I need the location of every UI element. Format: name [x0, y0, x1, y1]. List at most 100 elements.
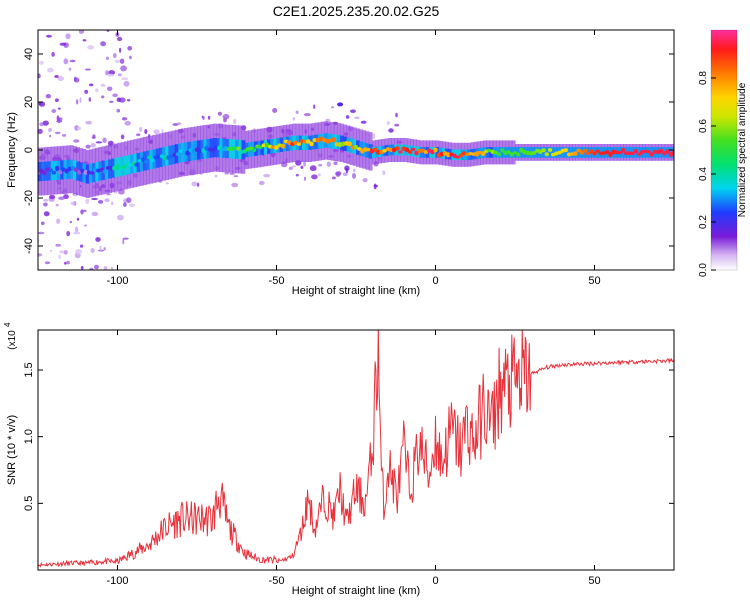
- spectrogram-noise-speckle: [136, 133, 141, 136]
- spectrogram-noise-speckle: [233, 175, 239, 178]
- spectrogram-noise-speckle: [224, 172, 229, 175]
- spectrogram-ridge-core: [646, 150, 651, 154]
- spectrogram-ridge-core: [531, 150, 537, 155]
- colorbar-tick-label: 0.2: [698, 215, 709, 229]
- spectrogram-noise-speckle: [84, 89, 89, 94]
- spectrogram-noise-speckle: [42, 120, 49, 126]
- spectrogram-noise-speckle: [66, 260, 70, 265]
- spectrogram-ridge-core: [633, 149, 638, 154]
- spectrogram-noise-speckle: [103, 247, 106, 251]
- spectrogram-ridge-core: [306, 139, 311, 144]
- spectrogram-noise-speckle: [345, 115, 350, 119]
- spectrogram-ridge-core: [357, 147, 362, 151]
- spectrogram-noise-speckle: [54, 75, 59, 78]
- spectrogram-ridge-core: [455, 155, 460, 159]
- spectrogram-ridge-core: [156, 154, 161, 160]
- spectrogram-noise-speckle: [73, 231, 81, 235]
- spectrogram-ridge-core: [582, 148, 588, 153]
- spectrogram-noise-speckle: [388, 128, 394, 133]
- spectrogram-noise-speckle: [333, 161, 338, 165]
- spectrogram-noise-speckle: [68, 67, 72, 71]
- spectrogram-noise-speckle: [119, 47, 122, 53]
- spectrogram-ridge-core: [398, 150, 403, 154]
- spectrogram-noise-speckle: [42, 199, 49, 202]
- spectrogram-noise-speckle: [95, 237, 101, 242]
- spectrogram-x-axis-label: Height of straight line (km): [292, 285, 420, 297]
- spectrogram-ridge-core: [54, 165, 60, 172]
- spectrogram-ridge-core: [557, 150, 562, 155]
- spectrogram-ridge-core: [595, 149, 600, 153]
- spectrogram-ridge-core: [201, 148, 206, 154]
- spectrogram-noise-speckle: [395, 112, 398, 118]
- spectrogram-noise-speckle: [56, 218, 61, 224]
- spectrogram-ridge-core: [617, 151, 623, 155]
- spectrogram-noise-speckle: [107, 86, 113, 92]
- spectrogram-ridge-outer: [569, 147, 573, 158]
- spectrogram-noise-speckle: [105, 56, 109, 61]
- spectrogram-halo-cell: [674, 144, 678, 161]
- spectrogram-ridge-core: [541, 148, 546, 153]
- spectrogram-noise-speckle: [295, 110, 299, 114]
- spectrogram-noise-speckle: [120, 65, 127, 72]
- spectrogram-noise-speckle: [90, 143, 96, 148]
- snr-scale-label: (x10: [7, 330, 18, 350]
- spectrogram-noise-speckle: [49, 194, 56, 200]
- spectrogram-noise-speckle: [362, 178, 368, 183]
- spectrogram-ridge-core: [671, 150, 674, 155]
- spectrogram-ridge-outer: [44, 161, 49, 181]
- spectrogram-ridge-core: [143, 160, 149, 164]
- spectrogram-noise-speckle: [44, 261, 51, 265]
- spectrogram-ridge-core: [430, 149, 435, 155]
- spectrogram-noise-speckle: [272, 108, 278, 113]
- spectrogram-noise-speckle: [87, 45, 94, 50]
- spectrogram-ridge-outer: [209, 138, 214, 158]
- spectrogram-noise-speckle: [48, 127, 52, 133]
- spectrogram-noise-speckle: [317, 173, 321, 177]
- spectrogram-ridge-outer: [263, 139, 268, 155]
- spectrogram-noise-speckle: [59, 42, 67, 46]
- spectrogram-ridge-outer: [635, 147, 640, 158]
- spectrogram-y-tick-label: 20: [23, 96, 35, 108]
- spectrogram-noise-speckle: [95, 88, 99, 92]
- spectrogram-noise-speckle: [353, 168, 356, 172]
- spectrogram-noise-speckle: [85, 198, 90, 204]
- spectrogram-noise-speckle: [153, 129, 160, 134]
- spectrogram-noise-speckle: [59, 250, 65, 254]
- spectrogram-ridge-core: [99, 167, 104, 172]
- spectrogram-ridge-core: [147, 155, 152, 160]
- spectrogram-ridge-core: [659, 148, 664, 154]
- spectrogram-noise-speckle: [83, 209, 87, 212]
- spectrogram-noise-speckle: [217, 111, 222, 116]
- colorbar-frame: [710, 29, 738, 271]
- spectrogram-noise-speckle: [295, 173, 299, 177]
- snr-panel: -100 -50 0 50 0.5 1.0 1.5 Height of straight …: [3, 322, 675, 597]
- spectrogram-noise-speckle: [122, 238, 125, 245]
- spectrogram-noise-speckle: [373, 184, 379, 188]
- spectrogram-noise-speckle: [58, 254, 61, 260]
- spectrogram-ridge-core: [592, 151, 597, 156]
- spectrogram-ridge-outer: [499, 147, 503, 158]
- spectrogram-noise-speckle: [335, 171, 342, 176]
- spectrogram-noise-speckle: [372, 133, 376, 139]
- spectrogram-ridge-core: [48, 168, 53, 172]
- spectrogram-ridge-core: [407, 150, 413, 154]
- spectrogram-ridge-core: [585, 151, 591, 156]
- spectrogram-noise-speckle: [222, 113, 230, 120]
- spectrogram-ridge-outer: [674, 147, 678, 158]
- spectrogram-noise-speckle: [128, 203, 136, 207]
- spectrogram-ridge-core: [649, 152, 654, 157]
- spectrogram-ridge-core: [207, 147, 212, 152]
- spectrogram-noise-speckle: [112, 93, 118, 98]
- snr-y-axis-label: SNR (10 * v/v): [6, 415, 18, 485]
- spectrogram-ridge-core: [163, 155, 168, 160]
- spectrogram-ridge-outer: [298, 135, 303, 150]
- spectrogram-isolated-patch: [337, 102, 344, 107]
- spectrogram-noise-speckle: [55, 203, 59, 207]
- spectrogram-ridge-core: [579, 150, 584, 155]
- snr-y-tick-label: 0.5: [23, 496, 35, 511]
- spectrogram-noise-speckle: [80, 266, 84, 270]
- spectrogram-ridge-core: [630, 151, 635, 155]
- spectrogram-ridge-core: [175, 152, 181, 157]
- spectrogram-noise-speckle: [300, 165, 304, 169]
- snr-scale-exponent: 4: [3, 322, 12, 327]
